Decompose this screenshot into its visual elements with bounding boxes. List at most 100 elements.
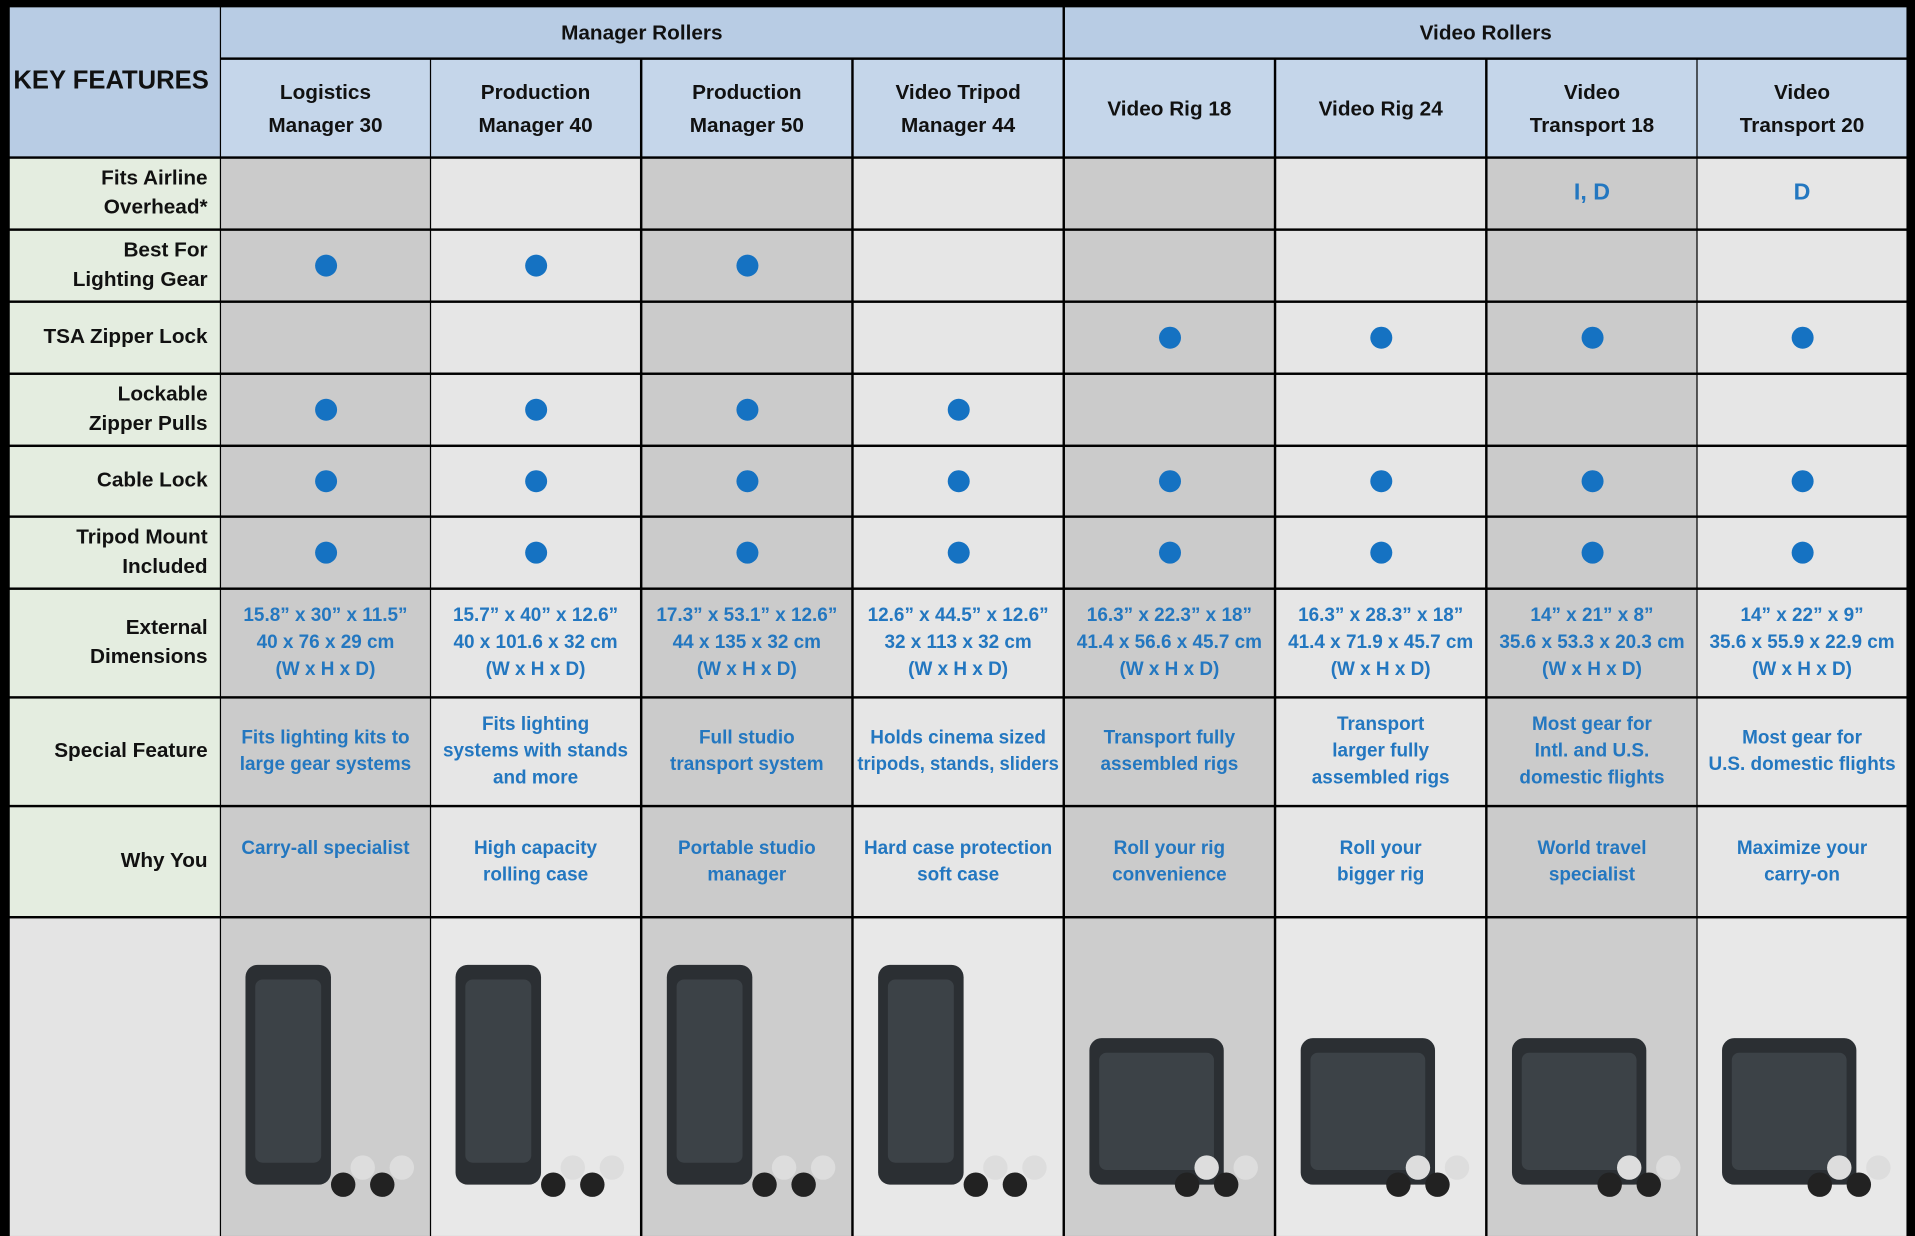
feature-dot: [1791, 541, 1814, 564]
gear: [1425, 1172, 1450, 1197]
gear: [1233, 1155, 1258, 1180]
cell-text: Intl. and U.S.: [1535, 741, 1650, 762]
row-label: External: [126, 616, 208, 639]
cell-text: bigger rig: [1337, 865, 1424, 886]
cell: [1697, 807, 1907, 916]
cell-text: (W x H x D): [1752, 659, 1852, 680]
column-name: Transport 20: [1740, 114, 1865, 137]
case-panel: [1521, 1052, 1637, 1171]
group-label: Video Rollers: [1420, 22, 1552, 45]
case-panel: [1731, 1052, 1847, 1171]
gear: [1444, 1155, 1470, 1180]
feature-dot: [1159, 541, 1181, 564]
cell: [642, 807, 852, 916]
feature-dot: [1581, 326, 1604, 349]
feature-dot: [315, 470, 338, 493]
cell-text: 35.6 x 55.9 x 22.9 cm: [1709, 632, 1894, 653]
cell-text: tripods, stands, sliders: [857, 754, 1059, 775]
row-label: Zipper Pulls: [89, 412, 208, 435]
cell: [1697, 374, 1907, 445]
feature-dot: [315, 541, 338, 564]
gear: [1194, 1155, 1219, 1180]
cell: [431, 158, 640, 229]
cell-text: systems with stands: [443, 741, 628, 762]
gear: [599, 1155, 625, 1180]
photo-label-cell: [9, 918, 220, 1236]
row-label: Cable Lock: [97, 469, 208, 492]
column-header: [431, 59, 640, 157]
feature-dot: [947, 541, 970, 564]
gear: [1827, 1155, 1852, 1180]
column-name: Production: [481, 81, 591, 104]
cell: [1697, 698, 1907, 805]
cell-text: 15.8” x 30” x 11.5”: [243, 605, 407, 626]
row-label-cell: [9, 302, 220, 373]
row-label: Included: [122, 555, 207, 578]
row-label-cell: [9, 158, 220, 229]
case-panel: [676, 979, 743, 1163]
gear: [810, 1155, 836, 1180]
feature-dot: [1791, 470, 1814, 493]
cell-text: Holds cinema sized: [870, 727, 1046, 748]
cell-text: (W x H x D): [697, 659, 797, 680]
row-label: Overhead*: [104, 196, 209, 219]
cell-text: Most gear for: [1742, 727, 1862, 748]
row-label: Special Feature: [54, 739, 207, 762]
gear: [1386, 1172, 1411, 1197]
row-label-cell: [9, 230, 220, 301]
cell-text: (W x H x D): [1331, 659, 1431, 680]
column-name: Video: [1774, 81, 1830, 104]
gear: [1656, 1155, 1681, 1180]
row-label: Best For: [123, 238, 207, 261]
case-panel: [887, 979, 954, 1163]
cell: [221, 807, 430, 916]
cell: [853, 807, 1063, 916]
row-label: Tripod Mount: [76, 525, 207, 548]
gear: [791, 1172, 816, 1197]
feature-dot: [1791, 326, 1814, 349]
feature-dot: [947, 398, 970, 421]
row-label: Why You: [121, 849, 208, 872]
column-name: Video Rig 18: [1107, 97, 1231, 120]
cell: [642, 589, 852, 697]
case-panel: [255, 979, 322, 1163]
gear: [752, 1172, 777, 1197]
column-header: [221, 59, 430, 157]
cell: [1487, 230, 1697, 301]
cell: [853, 230, 1063, 301]
column-header: [1276, 59, 1486, 157]
cell-text: rolling case: [483, 865, 588, 886]
gear: [1636, 1172, 1661, 1197]
cell-text: 14” x 21” x 8”: [1530, 605, 1653, 626]
row-label-cell: [9, 447, 220, 516]
group-header: [1064, 7, 1907, 58]
cell-text: 32 x 113 x 32 cm: [884, 632, 1031, 653]
row-label: Fits Airline: [101, 166, 207, 189]
row-label: TSA Zipper Lock: [44, 325, 209, 348]
cell: [642, 698, 852, 805]
column-name: Production: [692, 81, 802, 104]
cell: [431, 698, 640, 805]
cell-text: Carry-all specialist: [241, 838, 410, 859]
cell-text: (W x H x D): [276, 659, 376, 680]
gear: [1002, 1172, 1028, 1197]
corner-cell: [9, 7, 220, 157]
cell-text: Maximize your: [1737, 838, 1868, 859]
cell: [642, 302, 852, 373]
column-header: [642, 59, 852, 157]
cell-text: 16.3” x 22.3” x 18”: [1087, 605, 1252, 626]
case-panel: [1099, 1052, 1214, 1171]
cell: [1064, 807, 1274, 916]
cell: [1064, 589, 1274, 697]
column-header: [1487, 59, 1697, 157]
cell-text: 40 x 76 x 29 cm: [257, 632, 395, 653]
cell-text: specialist: [1549, 865, 1636, 886]
case-panel: [465, 979, 532, 1163]
cell-text: 16.3” x 28.3” x 18”: [1298, 605, 1463, 626]
row-label-cell: [9, 517, 220, 588]
gear: [1807, 1172, 1832, 1197]
cell: [1697, 589, 1907, 697]
cell-text: 14” x 22” x 9”: [1740, 605, 1863, 626]
feature-dot: [1159, 326, 1181, 349]
